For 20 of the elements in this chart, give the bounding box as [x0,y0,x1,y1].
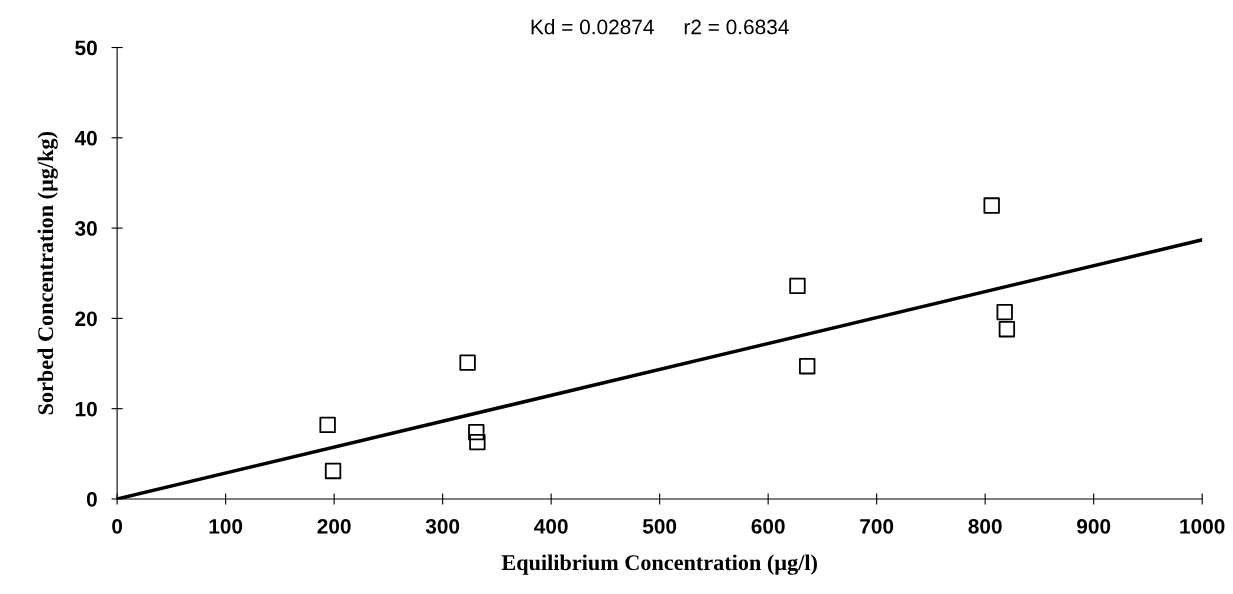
x-tick-label: 700 [860,518,894,534]
y-tick-label: 10 [75,401,97,417]
text: Kd = 0.02874 r2 = 0.6834 [531,19,789,35]
x-tick-label: 800 [968,518,1002,534]
x-tick-label: 400 [534,518,568,534]
x-tick-label: 600 [751,518,785,534]
y-tick-label: 40 [74,130,97,146]
x-tick-label: 500 [642,518,677,534]
y-tick-label: 30 [75,221,97,236]
x-axis-title: Equilibrium Concentration (µg/l) [501,554,817,575]
x-tick-label: 0 [112,518,123,534]
x-tick-label: 900 [1077,518,1111,534]
x-tick-label: 100 [209,518,243,534]
y-tick-label: 0 [86,491,97,507]
y-tick-label: 20 [75,311,97,327]
x-tick-label: 200 [317,518,351,534]
x-tick-label: 1000 [1180,518,1225,534]
y-axis-title: Sorbed Concentration (µg/kg) [37,132,58,415]
y-tick-label: 50 [75,40,97,56]
x-tick-label: 300 [425,518,460,534]
